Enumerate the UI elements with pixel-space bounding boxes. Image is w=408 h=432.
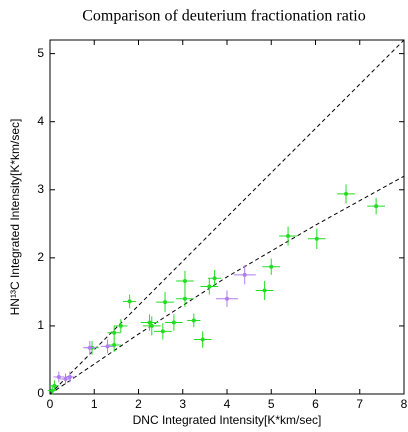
y-tick-label: 0 xyxy=(37,386,44,400)
data-point xyxy=(149,323,154,328)
data-point xyxy=(191,318,196,323)
data-point xyxy=(163,300,168,305)
y-tick-label: 5 xyxy=(37,46,44,60)
data-point xyxy=(207,284,212,289)
y-tick-label: 3 xyxy=(37,182,44,196)
x-tick-label: 5 xyxy=(268,397,275,411)
data-point xyxy=(374,204,379,209)
data-point xyxy=(212,276,217,281)
data-point xyxy=(225,296,229,301)
data-point xyxy=(314,236,319,241)
x-tick-label: 6 xyxy=(312,397,319,411)
plot-frame xyxy=(49,39,405,395)
data-point xyxy=(262,288,267,293)
data-point xyxy=(286,234,291,239)
y-tick-label: 1 xyxy=(37,318,44,332)
data-point xyxy=(269,264,274,269)
data-point xyxy=(147,320,152,325)
x-tick-label: 4 xyxy=(224,397,231,411)
data-point xyxy=(112,330,117,335)
data-point xyxy=(200,337,205,342)
fit-line xyxy=(49,175,405,395)
x-tick-label: 7 xyxy=(356,397,363,411)
data-point xyxy=(182,296,187,301)
data-point xyxy=(63,377,68,382)
y-axis-label: HN¹³C Integrated Intensity[K*km/sec] xyxy=(8,119,22,316)
data-point xyxy=(105,344,110,349)
x-tick-label: 1 xyxy=(91,397,98,411)
data-point xyxy=(160,329,165,334)
y-tick-label: 2 xyxy=(37,250,44,264)
chart-title: Comparison of deuterium fractionation ra… xyxy=(82,8,365,25)
data-point xyxy=(118,323,123,328)
y-tick-label: 4 xyxy=(37,114,44,128)
data-point xyxy=(242,272,247,277)
data-point xyxy=(67,374,72,379)
data-point xyxy=(127,299,132,304)
x-tick-label: 3 xyxy=(179,397,186,411)
data-point xyxy=(344,191,349,196)
data-point xyxy=(56,374,61,379)
data-point xyxy=(182,278,187,283)
data-point xyxy=(171,320,176,325)
x-tick-label: 0 xyxy=(47,397,54,411)
fit-line xyxy=(49,39,405,395)
data-point xyxy=(50,388,55,393)
x-tick-label: 2 xyxy=(135,397,142,411)
data-point xyxy=(87,345,92,350)
x-tick-label: 8 xyxy=(401,397,408,411)
x-axis-label: DNC Integrated Intensity[K*km/sec] xyxy=(133,413,322,427)
data-point xyxy=(52,383,57,388)
